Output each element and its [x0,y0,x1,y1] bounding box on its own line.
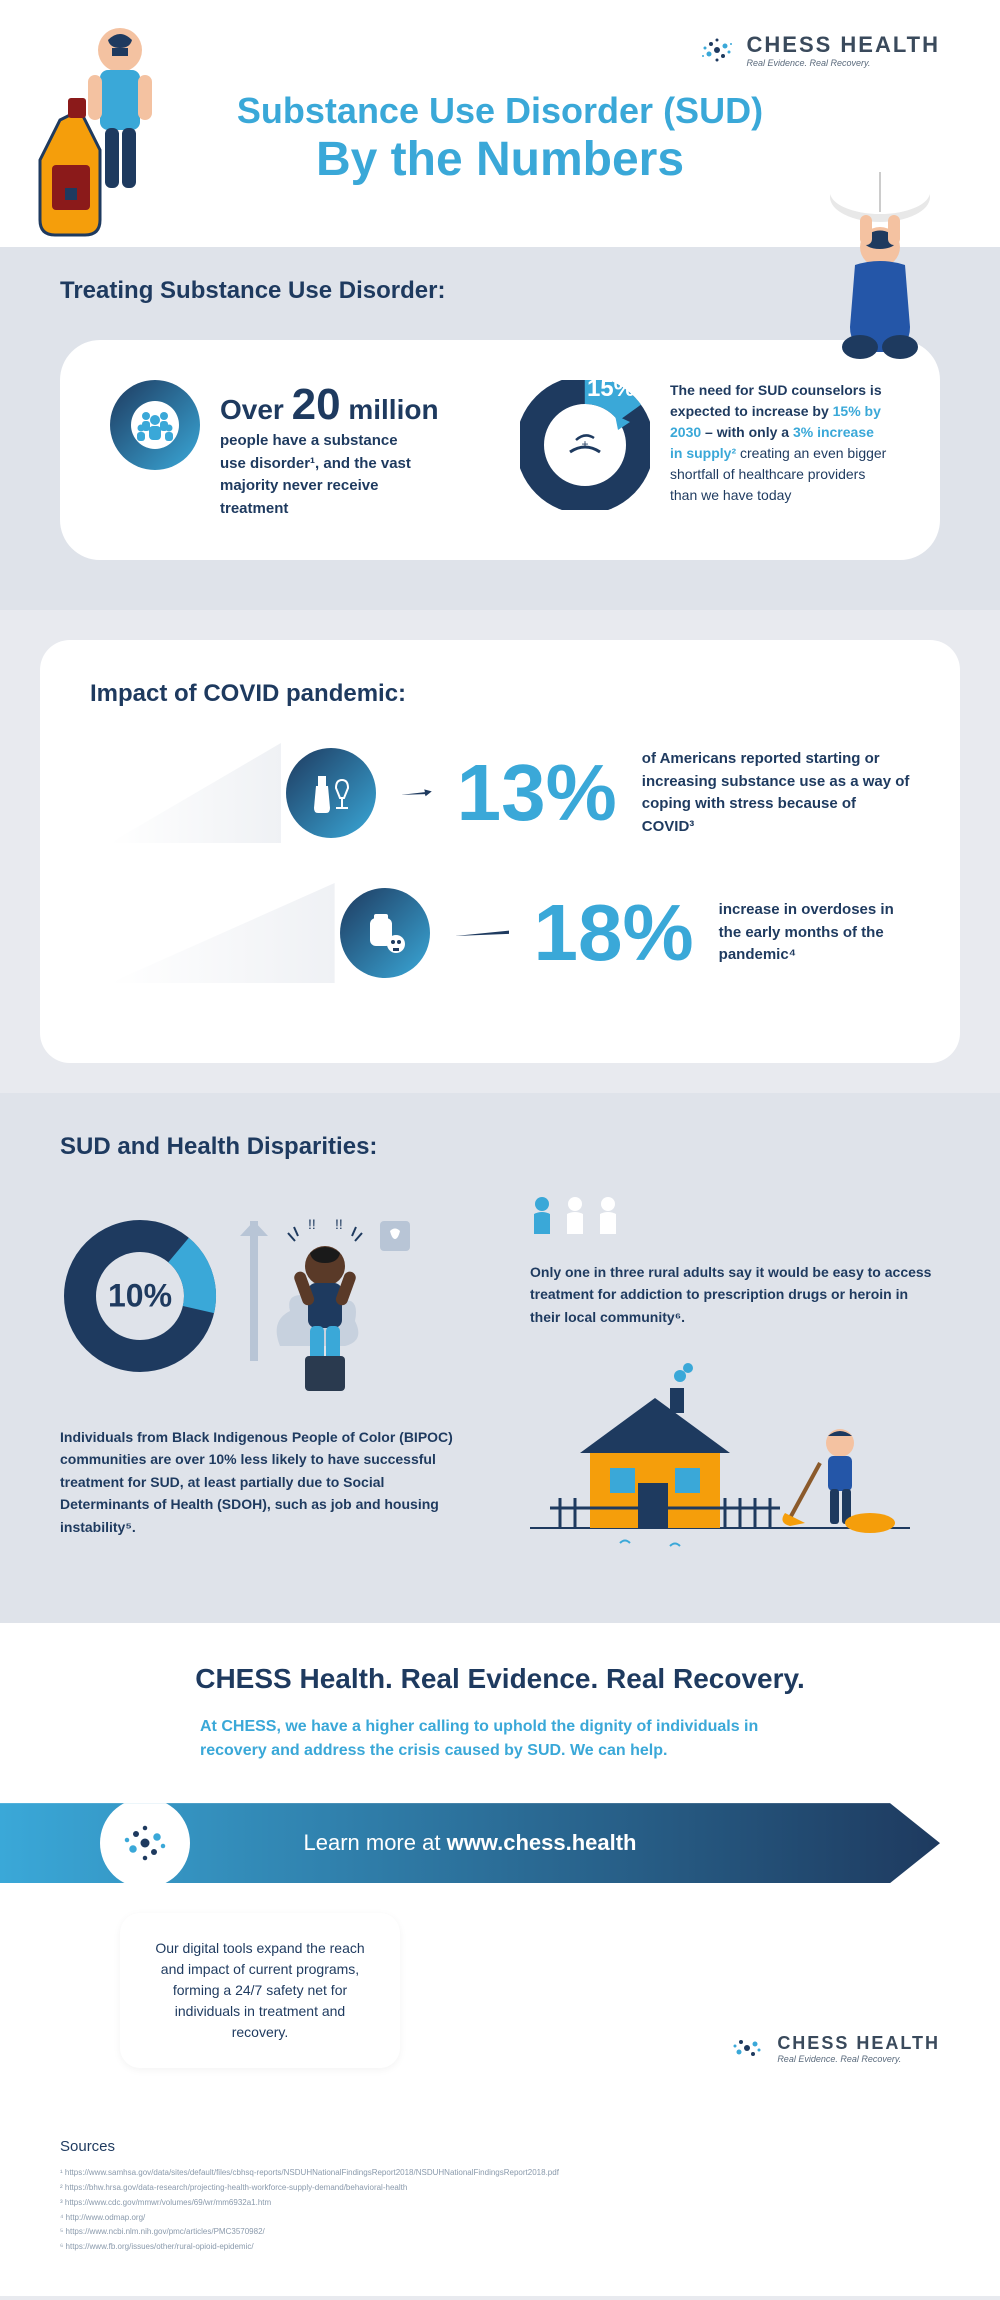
donut2-pct-label: 10% [108,1278,172,1315]
svg-text:+: + [581,437,588,451]
brand-logo: CHESS HEALTH Real Evidence. Real Recover… [697,30,941,70]
cta-section: CHESS Health. Real Evidence. Real Recove… [0,1623,1000,2118]
source-item: ² https://bhw.hrsa.gov/data-research/pro… [60,2182,940,2195]
arrow-icon [455,924,509,942]
covid-pct-13: 13% [457,753,617,833]
covid-impact-section: Impact of COVID pandemic: 13% of America… [40,640,960,1063]
sources-heading: Sources [60,2138,940,2155]
source-item: ⁵ https://www.ncbi.nlm.nih.gov/pmc/artic… [60,2226,940,2239]
people-group-icon [110,380,200,470]
tool-card-text: Our digital tools expand the reach and i… [120,1913,400,2068]
sources-section: Sources ¹ https://www.samhsa.gov/data/si… [0,2118,1000,2296]
covid-pct-18: 18% [534,893,694,973]
disparities-section: SUD and Health Disparities: 10% [0,1093,1000,1623]
person-pill-illustration [800,167,960,367]
pills-skull-icon [340,888,430,978]
counselor-donut-chart: + 15% [520,380,650,510]
cta-heading: CHESS Health. Real Evidence. Real Recove… [60,1663,940,1695]
source-item: ¹ https://www.samhsa.gov/data/sites/defa… [60,2167,940,2180]
stat1-number: 20 [292,380,341,429]
bipoc-donut-chart: 10% [60,1216,220,1376]
stat2-p2: – with only a [701,424,793,440]
arrow-icon [401,788,432,798]
source-item: ⁶ https://www.fb.org/issues/other/rural-… [60,2241,940,2254]
rural-text: Only one in three rural adults say it wo… [530,1261,940,1328]
brand-logo-footer: CHESS HEALTH Real Evidence. Real Recover… [727,2028,940,2068]
stat1-prefix: Over [220,394,292,425]
logo-tagline: Real Evidence. Real Recovery. [747,58,941,68]
source-item: ³ https://www.cdc.gov/mmwr/volumes/69/wr… [60,2197,940,2210]
cta-subtext: At CHESS, we have a higher calling to up… [200,1715,800,1763]
covid-text-2: increase in overdoses in the early month… [719,899,910,967]
treating-sud-section: Treating Substance Use Disorder: [0,247,1000,610]
donut1-pct-label: 15% [587,375,635,403]
sources-list: ¹ https://www.samhsa.gov/data/sites/defa… [60,2167,940,2254]
covid-text-1: of Americans reported starting or increa… [642,748,910,838]
stat1-headline: Over 20 million [220,380,439,430]
logo-circle-icon [100,1798,190,1888]
rural-house-illustration [530,1358,910,1558]
stressed-person-illustration: !! !! [240,1201,420,1391]
section2-heading: Impact of COVID pandemic: [90,680,910,708]
logo-dots-icon [727,2028,767,2068]
wine-bottle-icon [286,748,376,838]
stat1-suffix: million [341,394,439,425]
stat1-text: people have a substance use disorder¹, a… [220,430,420,520]
banner-url: www.chess.health [447,1830,637,1856]
title-line1: Substance Use Disorder (SUD) [60,90,940,132]
source-item: ⁴ http://www.odmap.org/ [60,2212,940,2225]
svg-text:!!: !! [308,1216,316,1232]
stat2-text: The need for SUD counselors is expected … [670,380,890,506]
section3-heading: SUD and Health Disparities: [60,1133,940,1161]
svg-text:!!: !! [335,1216,343,1232]
logo-brand-text: CHESS HEALTH [747,32,941,58]
footer-tagline: Real Evidence. Real Recovery. [777,2054,940,2064]
banner-prefix: Learn more at [303,1830,440,1856]
person-bottle-illustration [30,20,190,260]
one-in-three-icon [530,1196,940,1236]
bipoc-text: Individuals from Black Indigenous People… [60,1426,470,1538]
footer-brand: CHESS HEALTH [777,2033,940,2054]
logo-dots-icon [697,30,737,70]
learn-more-banner[interactable]: Learn more at www.chess.health [0,1803,940,1883]
